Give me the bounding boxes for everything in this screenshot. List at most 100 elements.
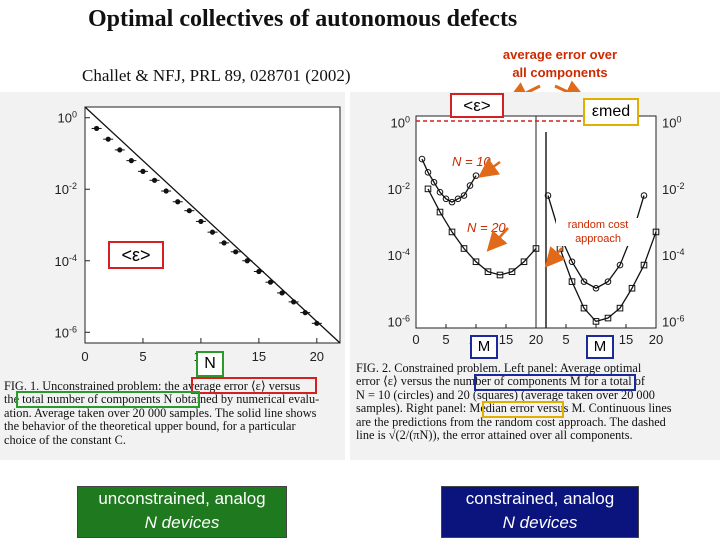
caption-line: samples). Right panel: Median error vers…	[356, 401, 672, 416]
right-y-tick-label-left: 100	[391, 115, 410, 131]
med-point-square	[616, 304, 624, 312]
data-point	[267, 279, 274, 285]
caption-line: line is √(2/(πN)), the error attained ov…	[356, 428, 633, 443]
caption-line: N = 10 (circles) and 20 (squares) (avera…	[356, 387, 655, 402]
x-tick-label: 20	[310, 349, 324, 364]
data-point	[302, 310, 308, 316]
med-x-tick-label: 5	[562, 332, 569, 347]
caption-line: are the predictions from the random cost…	[356, 414, 666, 429]
data-point	[105, 136, 111, 142]
x-tick-label: 5	[139, 349, 146, 364]
data-point	[175, 199, 181, 205]
highlight-number-of-components	[474, 374, 636, 391]
right-y-tick-label-left: 10-4	[388, 247, 410, 263]
annotation-line-2: all components	[512, 65, 608, 80]
left-caption: FIG. 1. Unconstrained problem: the avera…	[4, 379, 320, 447]
avg-point-square	[424, 185, 432, 193]
med-point-square	[592, 318, 600, 325]
med-fit-curve	[559, 231, 657, 323]
med-point-square	[640, 261, 648, 269]
caption-line: ation. Average taken over 20 000 samples…	[4, 405, 317, 420]
data-point	[314, 320, 320, 326]
caption-line: the total number of components N obtaine…	[4, 392, 320, 407]
data-point	[291, 299, 297, 305]
avg-point-square	[472, 258, 480, 266]
constrained-box: constrained, analog N devices	[441, 486, 639, 538]
avg-point-square	[460, 245, 468, 252]
unconstrained-box: unconstrained, analog N devices	[77, 486, 287, 538]
constrained-line-1: constrained, analog	[465, 489, 615, 508]
unconstrained-line-1: unconstrained, analog	[98, 489, 266, 508]
avg-point-square	[496, 271, 504, 279]
data-point	[151, 177, 158, 183]
right-y-tick-label-left: 10-2	[388, 181, 410, 197]
right-m-label-right: M	[586, 335, 614, 359]
left-avg-error-label: <ε>	[108, 241, 164, 269]
data-point	[93, 125, 100, 132]
med-point-square	[604, 314, 612, 322]
data-point	[140, 168, 146, 174]
avg-point-circle	[442, 195, 450, 203]
data-point	[117, 147, 123, 153]
data-point	[256, 268, 262, 275]
right-m-label-left: M	[470, 335, 498, 359]
data-point	[244, 258, 250, 264]
right-y-tick-label-left: 10-6	[388, 313, 410, 329]
slide-title: Optimal collectives of autonomous defect…	[88, 6, 518, 32]
avg-x-tick-label: 20	[529, 332, 543, 347]
unconstrained-line-2: N devices	[144, 513, 220, 532]
avg-fit-curve	[421, 158, 477, 203]
avg-fit-curve	[427, 188, 537, 276]
caption-line: FIG. 2. Constrained problem. Left panel:…	[356, 361, 642, 375]
n10-arrow	[477, 158, 501, 178]
highlight-average-error	[191, 377, 317, 394]
avg-point-circle	[430, 178, 438, 186]
data-point	[198, 218, 204, 225]
right-y-tick-label-right: 10-6	[662, 313, 684, 329]
annotation-line-1: average error over	[502, 47, 618, 62]
random-cost-label: random cost approach	[556, 218, 640, 246]
med-x-tick-label: 15	[619, 332, 633, 347]
right-caption: FIG. 2. Constrained problem. Left panel:…	[356, 361, 672, 443]
avg-point-circle	[466, 182, 474, 189]
y-tick-label: 10-2	[55, 181, 77, 197]
avg-point-circle	[454, 195, 462, 203]
random-cost-arrow	[544, 246, 566, 268]
avg-point-square	[448, 228, 456, 236]
med-point-circle	[592, 284, 600, 292]
med-x-tick-label: 20	[649, 332, 663, 347]
avg-point-square	[520, 258, 528, 266]
med-point-circle	[604, 278, 612, 285]
highlight-total-components	[16, 391, 200, 408]
avg-point-square	[532, 245, 540, 252]
med-point-square	[628, 284, 636, 292]
med-point-circle	[580, 278, 588, 285]
annotation-average-error: average error over all components	[470, 46, 650, 82]
avg-point-square	[436, 208, 444, 216]
caption-line: choice of the constant C.	[4, 432, 126, 447]
chart-unconstrained: 0510152010010-210-410-6	[55, 106, 341, 364]
med-point-circle	[544, 192, 552, 199]
random-cost-line-1: random cost	[567, 219, 629, 231]
med-point-square	[568, 278, 576, 285]
right-y-tick-label-right: 100	[662, 115, 681, 131]
citation: Challet & NFJ, PRL 89, 028701 (2002)	[82, 66, 351, 85]
x-tick-label: 15	[252, 349, 266, 364]
constrained-line-2: N devices	[502, 513, 578, 532]
avg-point-square	[508, 268, 516, 275]
data-point	[233, 249, 239, 255]
caption-line: the behavior of the theoretical upper bo…	[4, 419, 296, 434]
avg-x-tick-label: 15	[499, 332, 513, 347]
n20-arrow	[486, 227, 509, 252]
caption-line: FIG. 1. Unconstrained problem: the avera…	[4, 379, 301, 393]
left-n-label: N	[196, 351, 224, 377]
right-y-tick-label-right: 10-4	[662, 247, 684, 263]
right-avg-error-label: <ε>	[450, 93, 504, 118]
med-point-square	[580, 304, 588, 312]
med-point-circle	[568, 258, 576, 266]
right-median-error-label: εmed	[583, 98, 639, 126]
highlight-median-error	[482, 401, 564, 418]
data-point	[186, 208, 192, 214]
data-point	[209, 229, 216, 235]
